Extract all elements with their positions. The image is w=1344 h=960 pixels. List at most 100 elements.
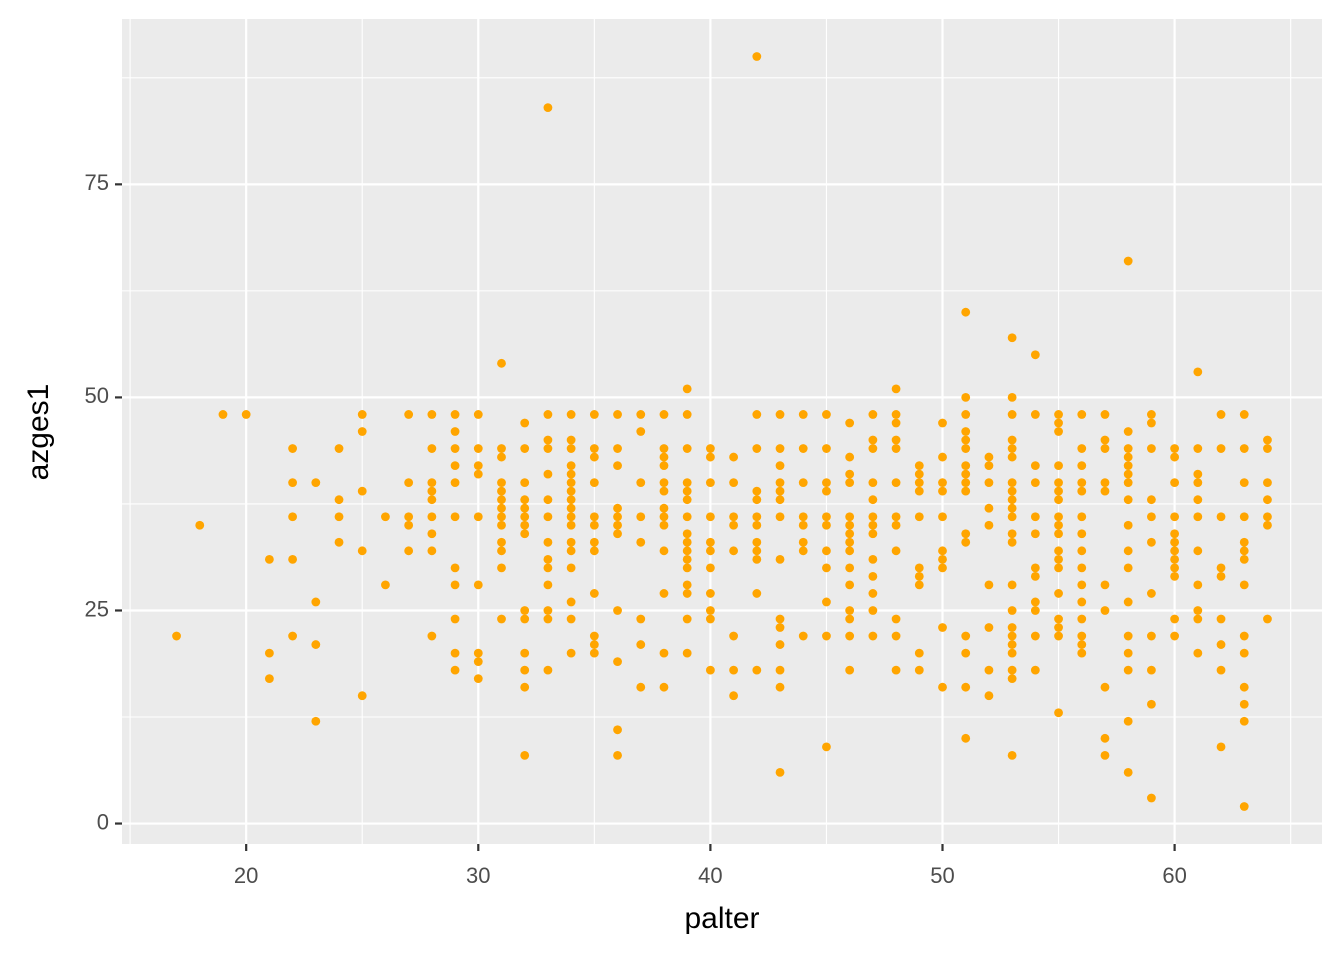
data-point <box>589 589 599 598</box>
data-point <box>775 682 785 692</box>
data-point <box>961 631 971 641</box>
data-point <box>845 537 855 547</box>
data-point <box>543 444 553 453</box>
data-point <box>868 554 878 564</box>
data-point <box>1054 410 1063 419</box>
data-point <box>311 716 321 726</box>
data-point <box>1007 640 1017 649</box>
data-point <box>729 452 739 462</box>
data-point <box>891 435 901 445</box>
data-point <box>497 478 506 488</box>
data-point <box>1216 571 1226 581</box>
data-point <box>1054 529 1063 539</box>
data-point <box>1123 665 1133 675</box>
data-point <box>891 418 901 428</box>
data-point <box>822 512 831 522</box>
data-point <box>891 546 901 556</box>
data-point <box>1030 350 1040 360</box>
data-point <box>891 444 901 453</box>
data-point <box>357 427 367 436</box>
data-point <box>822 444 831 453</box>
data-point <box>775 512 785 522</box>
data-point <box>1147 665 1156 675</box>
data-point <box>1239 410 1249 419</box>
data-point <box>566 461 576 470</box>
data-point <box>613 725 622 735</box>
data-point <box>1077 478 1087 488</box>
data-point <box>1216 410 1226 419</box>
data-point <box>1054 512 1063 522</box>
data-point <box>1147 793 1156 803</box>
data-point <box>891 631 901 641</box>
data-point <box>729 546 739 556</box>
data-point <box>1263 444 1272 453</box>
data-point <box>775 410 785 419</box>
data-point <box>1123 427 1133 436</box>
data-point <box>1100 486 1110 496</box>
data-point <box>1007 435 1017 445</box>
data-point <box>589 537 599 547</box>
data-point <box>984 478 994 488</box>
data-point <box>566 486 576 496</box>
data-point <box>1123 597 1133 607</box>
data-point <box>1054 486 1063 496</box>
data-point <box>682 563 692 573</box>
data-point <box>775 665 785 675</box>
data-point <box>822 597 831 607</box>
data-point <box>1239 537 1249 547</box>
data-point <box>984 503 994 513</box>
data-point <box>914 648 924 658</box>
data-point <box>1054 589 1063 598</box>
data-point <box>636 640 646 649</box>
data-point <box>659 410 669 419</box>
data-point <box>473 648 483 658</box>
data-point <box>264 554 274 564</box>
data-point <box>1030 563 1040 573</box>
data-point <box>798 478 808 488</box>
data-point <box>1123 563 1133 573</box>
data-point <box>1054 520 1063 530</box>
data-point <box>961 529 971 539</box>
data-point <box>914 563 924 573</box>
data-point <box>1077 648 1087 658</box>
data-point <box>705 563 715 573</box>
data-point <box>961 486 971 496</box>
data-point <box>450 580 460 590</box>
data-point <box>752 52 762 61</box>
data-point <box>218 410 228 419</box>
data-point <box>1193 606 1203 615</box>
data-point <box>1239 444 1249 453</box>
data-point <box>1193 648 1203 658</box>
data-point <box>1030 571 1040 581</box>
data-point <box>1077 580 1087 590</box>
data-point <box>543 103 553 113</box>
data-point <box>752 546 762 556</box>
data-point <box>682 495 692 505</box>
data-point <box>1263 520 1272 530</box>
data-point <box>705 452 715 462</box>
data-point <box>659 452 669 462</box>
x-tick-label: 30 <box>466 863 490 888</box>
data-point <box>775 461 785 470</box>
data-point <box>868 571 878 581</box>
data-point <box>520 529 530 539</box>
data-point <box>636 478 646 488</box>
data-point <box>682 546 692 556</box>
data-point <box>589 410 599 419</box>
data-point <box>682 554 692 564</box>
data-point <box>450 614 460 624</box>
data-point <box>914 486 924 496</box>
data-point <box>613 461 622 470</box>
data-point <box>473 657 483 667</box>
data-point <box>775 623 785 632</box>
data-point <box>450 427 460 436</box>
data-point <box>752 512 762 522</box>
data-point <box>775 486 785 496</box>
data-point <box>1147 631 1156 641</box>
data-point <box>1007 333 1017 343</box>
data-point <box>311 597 321 607</box>
data-point <box>450 665 460 675</box>
data-point <box>1170 563 1180 573</box>
data-point <box>705 614 715 624</box>
data-point <box>172 631 181 641</box>
